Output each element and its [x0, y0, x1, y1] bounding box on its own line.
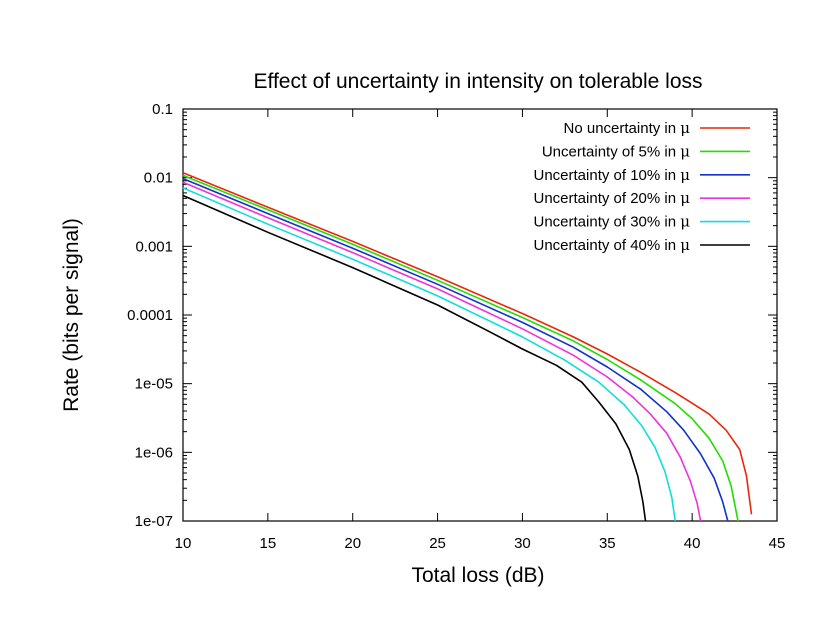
- legend-series-name: Uncertainty of 10% in: [534, 167, 681, 184]
- x-tick-label: 45: [769, 535, 786, 552]
- chart-title: Effect of uncertainty in intensity on to…: [253, 70, 702, 93]
- legend-label-3: Uncertainty of 10% in μ: [534, 166, 691, 184]
- legend-mu-symbol: μ: [680, 166, 690, 184]
- legend-label-6: Uncertainty of 40% in μ: [534, 236, 691, 254]
- y-tick-label: 0.0001: [127, 307, 173, 324]
- legend-mu-symbol: μ: [680, 119, 690, 137]
- legend-series-name: No uncertainty in: [564, 120, 681, 137]
- x-tick-label: 10: [175, 535, 192, 552]
- series-line-1: [182, 171, 753, 515]
- series-line-3: [182, 177, 729, 522]
- series-line-5: [182, 187, 676, 522]
- x-tick-label: 20: [344, 535, 361, 552]
- legend-mu-symbol: μ: [680, 236, 690, 254]
- legend-series-name: Uncertainty of 5% in: [542, 143, 680, 160]
- legend-series-name: Uncertainty of 40% in: [534, 237, 681, 254]
- legend-mu-symbol: μ: [680, 142, 690, 160]
- legend-label-4: Uncertainty of 20% in μ: [534, 189, 691, 207]
- legend-label-2: Uncertainty of 5% in μ: [542, 142, 690, 160]
- legend-label-1: No uncertainty in μ: [564, 119, 691, 137]
- x-tick-label: 25: [429, 535, 446, 552]
- y-tick-label: 1e-06: [135, 444, 173, 461]
- x-axis: 10 15 20 25 30 35 40 45: [175, 109, 786, 552]
- series-line-4: [182, 181, 702, 522]
- y-tick-label: 1e-05: [135, 376, 173, 393]
- series-lines: [182, 171, 753, 522]
- x-axis-label: Total loss (dB): [411, 564, 544, 587]
- y-tick-label: 0.1: [152, 101, 173, 118]
- y-axis-label: Rate (bits per signal): [60, 218, 83, 412]
- legend-mu-symbol: μ: [680, 213, 690, 231]
- series-line-2: [182, 174, 739, 522]
- legend-label-5: Uncertainty of 30% in μ: [534, 213, 691, 231]
- y-tick-label: 1e-07: [135, 513, 173, 530]
- y-tick-label: 0.01: [144, 170, 173, 187]
- x-tick-label: 15: [260, 535, 277, 552]
- legend-series-name: Uncertainty of 30% in: [534, 214, 681, 231]
- legend-mu-symbol: μ: [680, 189, 690, 207]
- x-tick-label: 35: [599, 535, 616, 552]
- y-tick-label: 0.001: [135, 238, 173, 255]
- series-line-6: [182, 194, 647, 522]
- x-tick-label: 40: [684, 535, 701, 552]
- x-tick-label: 30: [514, 535, 531, 552]
- legend-series-name: Uncertainty of 20% in: [534, 190, 681, 207]
- y-axis: 1e-07 1e-06 1e-05 0.0001 0.001 0.01 0.1: [127, 101, 777, 530]
